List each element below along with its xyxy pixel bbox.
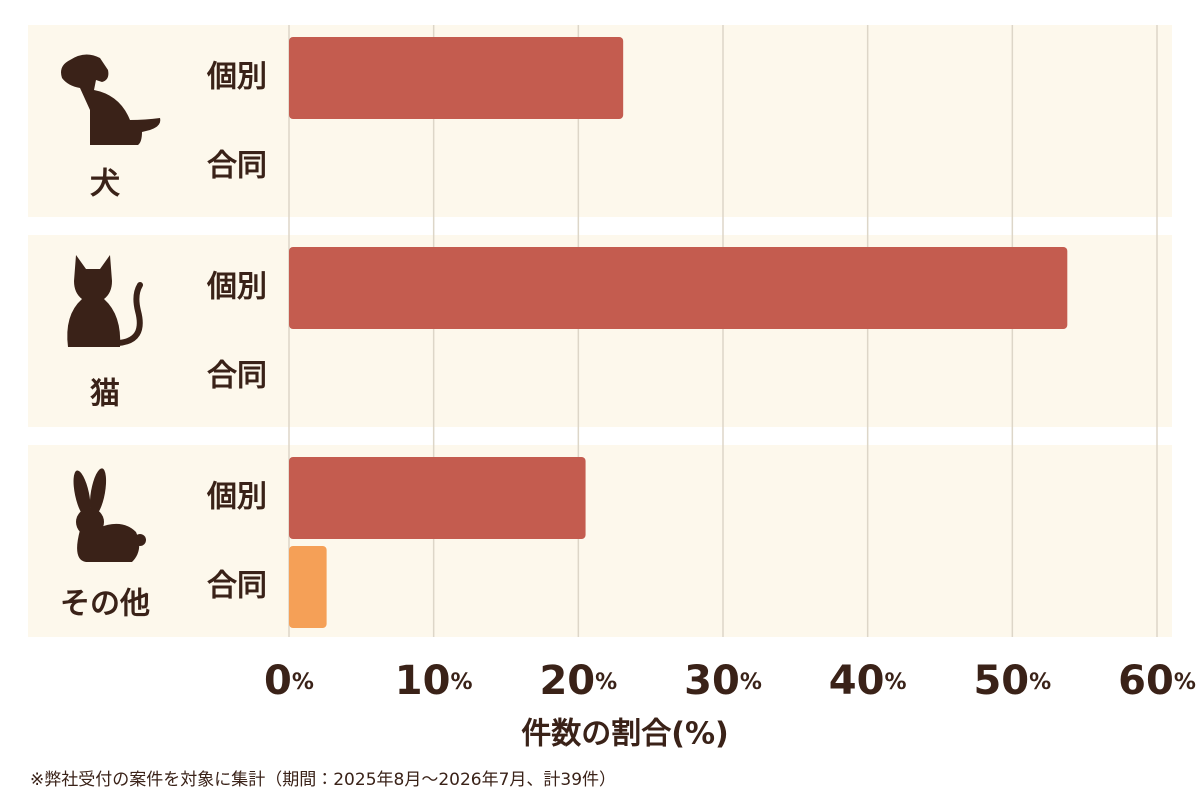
x-tick-label: 60% — [1118, 658, 1196, 704]
series-label: 個別 — [206, 480, 267, 515]
category-label: 猫 — [90, 377, 120, 412]
dog-icon — [61, 54, 161, 145]
group-band — [28, 445, 1172, 637]
x-tick-label: 40% — [829, 658, 907, 704]
series-label: 合同 — [207, 149, 267, 184]
category-label: その他 — [60, 587, 150, 622]
x-tick-label: 10% — [395, 658, 473, 704]
cat-icon — [67, 255, 143, 347]
series-label: 合同 — [207, 359, 267, 394]
x-tick-label: 50% — [973, 658, 1051, 704]
x-tick-label: 30% — [684, 658, 762, 704]
footnote: ※弊社受付の案件を対象に集計（期間：2025年8月～2026年7月、計39件） — [30, 770, 616, 790]
bar — [289, 546, 327, 628]
x-axis-title: 件数の割合(%) — [521, 717, 728, 752]
category-label: 犬 — [90, 167, 120, 202]
bar — [289, 247, 1068, 329]
series-label: 個別 — [206, 270, 267, 305]
series-label: 合同 — [207, 569, 267, 604]
bar — [289, 37, 624, 119]
bar — [289, 457, 586, 539]
rabbit-icon — [73, 468, 146, 562]
x-tick-label: 0% — [264, 658, 314, 704]
series-label: 個別 — [206, 60, 267, 95]
x-tick-label: 20% — [539, 658, 617, 704]
